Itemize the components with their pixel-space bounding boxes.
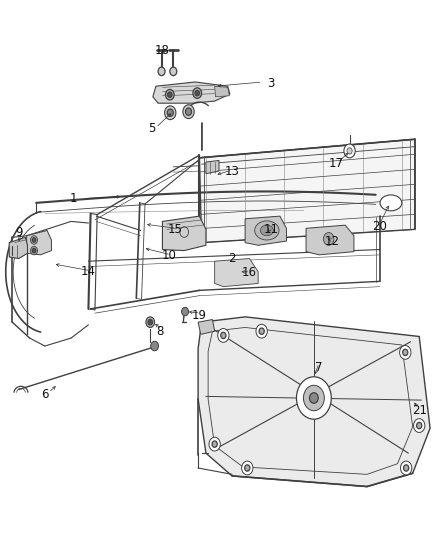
Ellipse shape bbox=[218, 328, 229, 342]
Text: 16: 16 bbox=[242, 266, 257, 279]
Ellipse shape bbox=[256, 324, 267, 338]
Ellipse shape bbox=[167, 109, 173, 116]
Polygon shape bbox=[9, 237, 28, 259]
Ellipse shape bbox=[165, 106, 176, 119]
Text: 14: 14 bbox=[81, 265, 96, 278]
Text: 13: 13 bbox=[225, 165, 240, 177]
Text: 7: 7 bbox=[315, 361, 323, 374]
Text: 8: 8 bbox=[156, 325, 164, 338]
Polygon shape bbox=[199, 139, 415, 243]
Text: 21: 21 bbox=[412, 404, 427, 417]
Polygon shape bbox=[215, 86, 230, 97]
Polygon shape bbox=[198, 319, 215, 334]
Text: 6: 6 bbox=[41, 389, 49, 401]
Text: 1: 1 bbox=[70, 192, 77, 205]
Ellipse shape bbox=[323, 232, 334, 245]
Ellipse shape bbox=[185, 108, 191, 115]
Text: 5: 5 bbox=[148, 122, 155, 135]
Ellipse shape bbox=[380, 195, 402, 211]
Ellipse shape bbox=[32, 248, 36, 253]
Text: 18: 18 bbox=[155, 44, 170, 56]
Polygon shape bbox=[206, 160, 219, 174]
Ellipse shape bbox=[347, 148, 352, 154]
Ellipse shape bbox=[403, 349, 408, 356]
Ellipse shape bbox=[31, 246, 38, 255]
Text: 11: 11 bbox=[264, 223, 279, 236]
Ellipse shape bbox=[413, 419, 425, 432]
Polygon shape bbox=[215, 259, 258, 287]
Text: 17: 17 bbox=[329, 157, 344, 169]
Ellipse shape bbox=[297, 377, 331, 419]
Ellipse shape bbox=[344, 144, 355, 158]
Ellipse shape bbox=[254, 221, 279, 240]
Ellipse shape bbox=[195, 91, 199, 96]
Ellipse shape bbox=[242, 461, 253, 475]
Text: 19: 19 bbox=[192, 309, 207, 322]
Text: 2: 2 bbox=[228, 252, 236, 265]
Ellipse shape bbox=[304, 385, 324, 411]
Ellipse shape bbox=[209, 437, 220, 451]
Text: 12: 12 bbox=[325, 235, 339, 247]
Text: 20: 20 bbox=[373, 220, 388, 233]
Ellipse shape bbox=[170, 67, 177, 76]
Text: 15: 15 bbox=[168, 223, 183, 236]
Text: 3: 3 bbox=[268, 77, 275, 90]
Ellipse shape bbox=[151, 341, 159, 351]
Ellipse shape bbox=[417, 422, 422, 429]
Ellipse shape bbox=[31, 236, 38, 244]
Ellipse shape bbox=[259, 328, 264, 334]
Ellipse shape bbox=[146, 317, 155, 327]
Ellipse shape bbox=[212, 441, 217, 447]
Polygon shape bbox=[306, 225, 354, 255]
Polygon shape bbox=[153, 82, 230, 103]
Polygon shape bbox=[27, 230, 51, 255]
Ellipse shape bbox=[400, 461, 412, 475]
Ellipse shape bbox=[403, 465, 409, 471]
Polygon shape bbox=[198, 317, 430, 487]
Polygon shape bbox=[245, 216, 286, 245]
Ellipse shape bbox=[148, 319, 152, 325]
Text: 9: 9 bbox=[15, 225, 22, 239]
Ellipse shape bbox=[310, 393, 318, 403]
Ellipse shape bbox=[158, 67, 165, 76]
Ellipse shape bbox=[182, 308, 188, 316]
Ellipse shape bbox=[183, 105, 194, 118]
Ellipse shape bbox=[168, 92, 172, 98]
Ellipse shape bbox=[166, 90, 174, 100]
Ellipse shape bbox=[221, 332, 226, 338]
Ellipse shape bbox=[245, 465, 250, 471]
Text: 10: 10 bbox=[162, 249, 177, 262]
Ellipse shape bbox=[32, 238, 36, 242]
Ellipse shape bbox=[260, 225, 273, 236]
Ellipse shape bbox=[399, 345, 411, 359]
Polygon shape bbox=[162, 216, 206, 251]
Ellipse shape bbox=[193, 88, 201, 99]
